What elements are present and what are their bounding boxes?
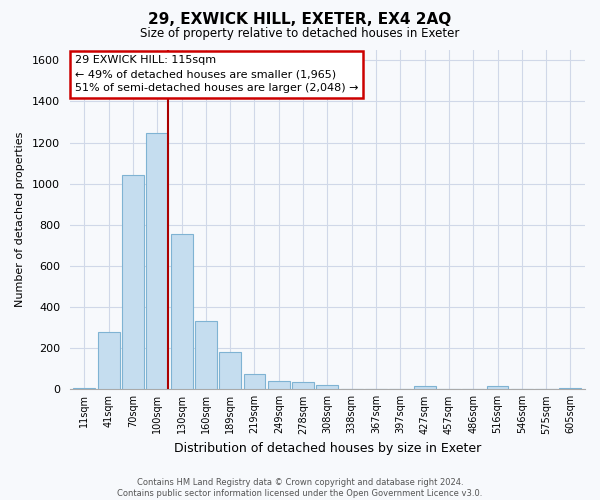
Y-axis label: Number of detached properties: Number of detached properties (15, 132, 25, 308)
Bar (219, 352, 241, 390)
Bar (268, 381, 290, 390)
Bar (195, 322, 217, 390)
Text: Size of property relative to detached houses in Exeter: Size of property relative to detached ho… (140, 28, 460, 40)
Bar (316, 385, 338, 390)
Bar (146, 134, 168, 390)
Text: 29 EXWICK HILL: 115sqm
← 49% of detached houses are smaller (1,965)
51% of semi-: 29 EXWICK HILL: 115sqm ← 49% of detached… (75, 55, 358, 93)
Bar (73, 388, 95, 390)
Bar (244, 374, 265, 390)
X-axis label: Distribution of detached houses by size in Exeter: Distribution of detached houses by size … (174, 442, 481, 455)
Bar (122, 176, 144, 390)
Text: Contains HM Land Registry data © Crown copyright and database right 2024.
Contai: Contains HM Land Registry data © Crown c… (118, 478, 482, 498)
Bar (98, 332, 119, 390)
Bar (292, 382, 314, 390)
Bar (487, 386, 508, 390)
Text: 29, EXWICK HILL, EXETER, EX4 2AQ: 29, EXWICK HILL, EXETER, EX4 2AQ (148, 12, 452, 28)
Bar (413, 386, 436, 390)
Bar (170, 234, 193, 390)
Bar (559, 388, 581, 390)
